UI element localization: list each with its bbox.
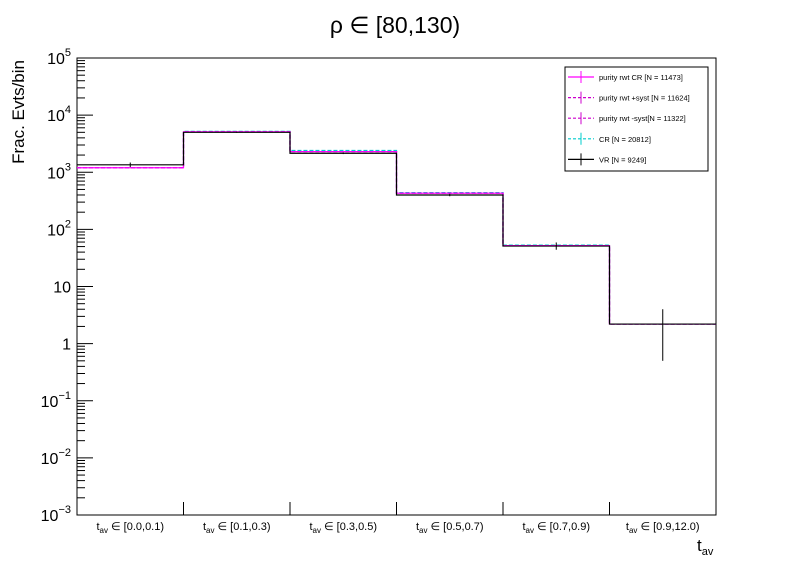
y-tick-labels: 10−3 10−2 10−1 1 10 102 103 104 105	[41, 47, 71, 525]
y-minor-ticks	[77, 60, 85, 499]
y-tick-label: 103	[47, 161, 71, 182]
error-bars	[129, 131, 664, 361]
legend-label: VR [N = 9249]	[599, 155, 646, 164]
x-tick-label: tav ∈ [0.9,12.0)	[626, 521, 700, 535]
y-tick-label: 1	[62, 337, 71, 354]
legend-label: purity rwt +syst [N = 11624]	[599, 94, 690, 103]
legend-label: purity rwt -syst[N = 11322]	[599, 114, 686, 123]
legend-label: CR [N = 20812]	[599, 135, 651, 144]
y-tick-label: 105	[47, 47, 71, 68]
legend: purity rwt CR [N = 11473] purity rwt +sys…	[564, 66, 709, 172]
series-line	[77, 131, 716, 325]
y-tick-label: 10	[53, 280, 71, 297]
x-tick-label: tav ∈ [0.1,0.3)	[203, 521, 271, 535]
y-tick-label: 102	[47, 218, 71, 239]
y-tick-label: 10−3	[41, 504, 71, 525]
chart-title: ρ ∈ [80,130)	[330, 12, 460, 38]
x-tick-label: tav ∈ [0.3,0.5)	[309, 521, 377, 535]
y-axis-label: Frac. Evts/bin	[9, 60, 28, 164]
x-ticks	[183, 502, 610, 515]
y-major-ticks	[77, 57, 93, 516]
y-tick-label: 10−1	[41, 390, 71, 411]
x-tick-label: tav ∈ [0.5,0.7)	[416, 521, 484, 535]
x-tick-labels: tav ∈ [0.0,0.1) tav ∈ [0.1,0.3) tav ∈ [0.3…	[96, 521, 699, 535]
y-tick-label: 104	[47, 104, 71, 125]
y-tick-label: 10−2	[41, 447, 71, 468]
x-axis-label: tav	[697, 536, 714, 558]
x-tick-label: tav ∈ [0.0,0.1)	[96, 521, 164, 535]
x-tick-label: tav ∈ [0.7,0.9)	[522, 521, 590, 535]
legend-box	[564, 66, 709, 172]
legend-label: purity rwt CR [N = 11473]	[599, 73, 683, 82]
series-lines	[77, 130, 716, 325]
